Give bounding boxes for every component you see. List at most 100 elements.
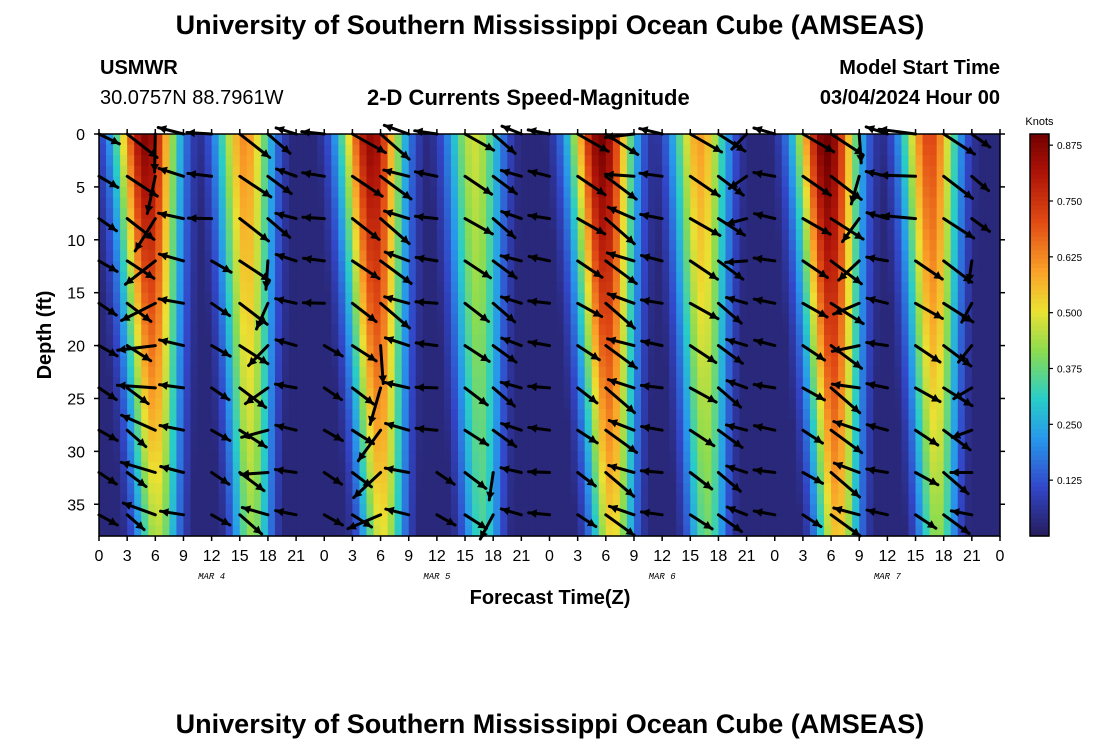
heatmap-cell — [127, 134, 135, 146]
heatmap-cell — [880, 176, 888, 188]
heatmap-cell — [662, 313, 670, 326]
heatmap-cell — [239, 461, 248, 474]
heatmap-cell — [549, 419, 558, 431]
heatmap-cell — [380, 356, 389, 368]
heatmap-cell — [190, 377, 199, 389]
vector-arrowhead — [159, 296, 168, 305]
heatmap-cell — [134, 144, 142, 156]
heatmap-cell — [479, 155, 487, 167]
heatmap-cell — [260, 366, 269, 378]
heatmap-cell — [978, 176, 987, 188]
heatmap-cell — [683, 377, 691, 389]
heatmap-cell — [296, 483, 304, 495]
heatmap-cell — [718, 144, 727, 156]
heatmap-cell — [838, 409, 846, 421]
heatmap-cell — [831, 440, 839, 452]
heatmap-cell — [162, 493, 170, 505]
heatmap-cell — [655, 514, 663, 527]
heatmap-cell — [767, 155, 776, 167]
heatmap-cell — [176, 430, 185, 442]
heatmap-cell — [859, 514, 867, 527]
heatmap-cell — [260, 514, 269, 527]
heatmap-cell — [408, 356, 417, 368]
heatmap-cell — [894, 144, 903, 156]
heatmap-cell — [127, 282, 135, 294]
heatmap-cell — [542, 313, 551, 326]
heatmap-cell — [310, 387, 318, 400]
heatmap-cell — [246, 366, 255, 378]
heatmap-cell — [922, 155, 931, 167]
heatmap-cell — [479, 440, 487, 452]
heatmap-cell — [148, 430, 156, 442]
heatmap-cell — [218, 208, 227, 220]
heatmap-cell — [500, 260, 508, 273]
heatmap-cell — [816, 271, 825, 283]
heatmap-cell — [718, 419, 727, 431]
heatmap-cell — [992, 271, 1001, 283]
heatmap-cell — [113, 250, 121, 262]
heatmap-cell — [556, 461, 565, 474]
heatmap-cell — [514, 409, 522, 421]
heatmap-cell — [929, 176, 938, 188]
heatmap-cell — [626, 377, 635, 389]
heatmap-cell — [648, 398, 656, 410]
heatmap-cell — [964, 409, 973, 421]
heatmap-cell — [852, 430, 860, 442]
heatmap-cell — [296, 229, 304, 241]
heatmap-cell — [831, 303, 839, 315]
heatmap-cell — [345, 282, 354, 294]
heatmap-cell — [155, 525, 163, 537]
heatmap-cell — [739, 377, 748, 389]
heatmap-cell — [816, 387, 825, 400]
heatmap-cell — [493, 461, 501, 474]
heatmap-cell — [978, 419, 987, 431]
heatmap-cell — [169, 398, 178, 410]
heatmap-cell — [626, 440, 635, 452]
heatmap-cell — [401, 176, 410, 188]
heatmap-cell — [852, 260, 860, 273]
heatmap-cell — [704, 419, 712, 431]
heatmap-cell — [183, 440, 192, 452]
heatmap-cell — [429, 430, 438, 442]
heatmap-cell — [267, 451, 276, 463]
heatmap-cell — [549, 250, 558, 262]
heatmap-cell — [408, 398, 417, 410]
heatmap-cell — [148, 134, 156, 146]
heatmap-cell — [788, 208, 797, 220]
heatmap-cell — [718, 387, 727, 400]
heatmap-cell — [225, 430, 234, 442]
heatmap-cell — [232, 292, 241, 304]
heatmap-cell — [781, 197, 790, 209]
heatmap-cell — [781, 525, 790, 537]
heatmap-cell — [310, 250, 318, 262]
heatmap-cell — [352, 483, 361, 495]
heatmap-cell — [676, 271, 684, 283]
heatmap-cell — [218, 504, 227, 516]
heatmap-cell — [260, 144, 269, 156]
heatmap-cell — [746, 197, 755, 209]
heatmap-cell — [845, 239, 853, 251]
heatmap-cell — [176, 260, 185, 273]
heatmap-cell — [204, 398, 213, 410]
heatmap-cell — [605, 155, 614, 167]
heatmap-cell — [303, 324, 311, 336]
heatmap-cell — [211, 514, 220, 527]
heatmap-cell — [465, 239, 473, 251]
heatmap-cell — [521, 134, 529, 146]
heatmap-cell — [802, 451, 811, 463]
heatmap-cell — [570, 409, 579, 421]
heatmap-cell — [493, 313, 501, 326]
heatmap-cell — [612, 303, 621, 315]
heatmap-cell — [120, 208, 128, 220]
heatmap-cell — [711, 525, 720, 537]
heatmap-cell — [880, 134, 888, 146]
heatmap-cell — [443, 345, 452, 357]
heatmap-cell — [809, 525, 818, 537]
heatmap-cell — [457, 472, 466, 484]
heatmap-cell — [978, 472, 987, 484]
heatmap-cell — [303, 186, 311, 199]
heatmap-cell — [317, 303, 325, 315]
heatmap-cell — [127, 409, 135, 421]
heatmap-cell — [366, 493, 375, 505]
heatmap-cell — [429, 165, 438, 177]
